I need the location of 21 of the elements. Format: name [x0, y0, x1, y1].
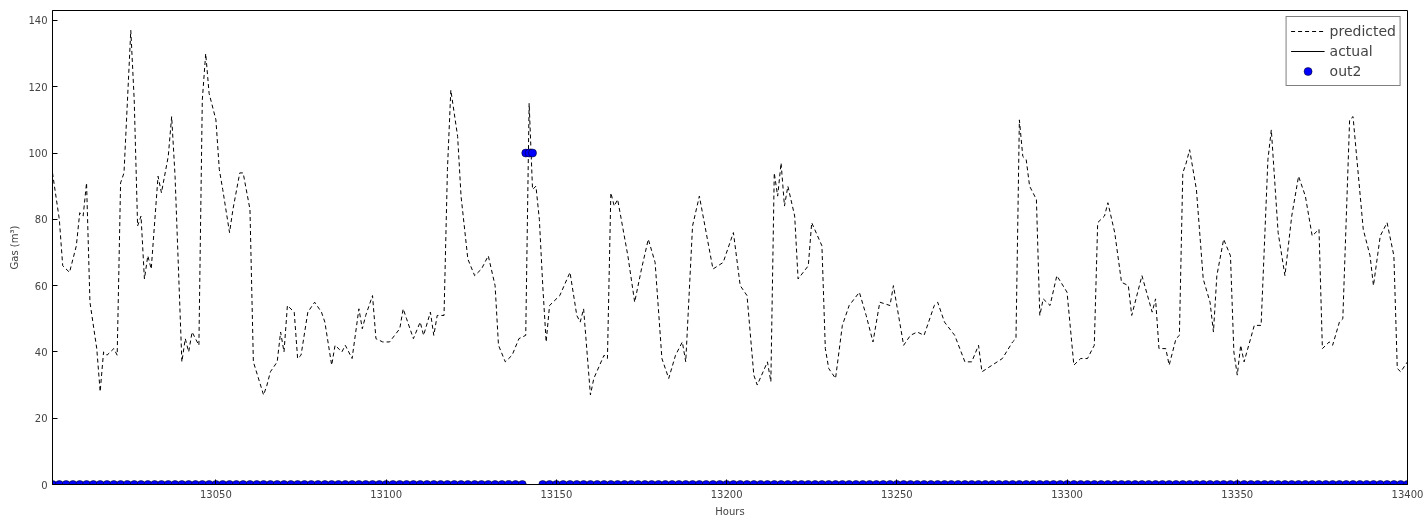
y-tick-label: 80	[34, 214, 48, 226]
y-tick-label: 120	[28, 81, 48, 93]
legend-label: predicted	[1329, 23, 1396, 39]
y-axis-title: Gas (m³)	[9, 225, 21, 270]
legend-label: out2	[1329, 63, 1362, 79]
y-tick-label: 0	[41, 479, 48, 491]
y-tick-label: 60	[34, 280, 48, 292]
x-axis-title: Hours	[715, 505, 745, 517]
x-tick-label: 13050	[200, 488, 232, 500]
x-tick-label: 13250	[880, 488, 913, 500]
y-tick-label: 20	[34, 413, 48, 425]
y-tick-label: 40	[34, 346, 48, 358]
y-tick-label: 100	[28, 148, 48, 160]
x-tick-label: 13150	[540, 488, 573, 500]
y-tick-label: 140	[28, 15, 48, 27]
legend-label: actual	[1329, 43, 1373, 59]
x-tick-label: 13400	[1391, 488, 1423, 500]
x-tick-label: 13300	[1051, 488, 1083, 500]
x-tick-label: 13350	[1221, 488, 1254, 500]
x-tick-label: 13100	[370, 488, 403, 500]
x-tick-label: 13200	[710, 488, 743, 500]
